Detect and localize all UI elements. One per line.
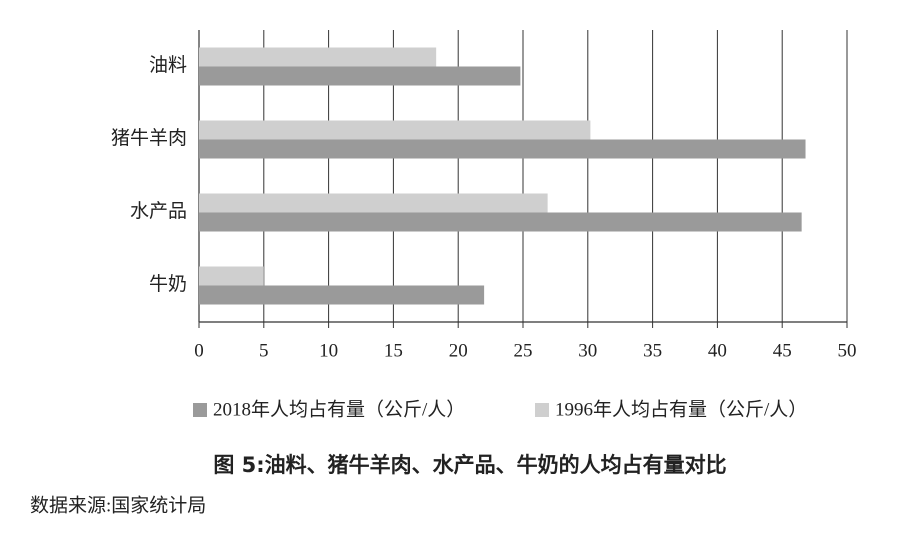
bar	[199, 193, 548, 213]
bar	[199, 66, 521, 86]
bar	[199, 212, 802, 232]
bar	[199, 139, 806, 159]
x-tick-label: 40	[708, 340, 727, 361]
y-tick-label: 油料	[149, 54, 187, 76]
y-tick-label: 水产品	[130, 200, 187, 222]
bar	[199, 120, 591, 140]
x-tick-label: 50	[838, 340, 857, 361]
y-tick-label: 猪牛羊肉	[111, 127, 187, 149]
chart-source: 数据来源:国家统计局	[30, 494, 206, 516]
legend-label: 2018年人均占有量（公斤/人）	[213, 398, 465, 420]
chart-title: 图 5:油料、猪牛羊肉、水产品、牛奶的人均占有量对比	[213, 453, 726, 477]
bar	[199, 285, 485, 305]
bar	[199, 266, 264, 286]
x-tick-label: 20	[449, 340, 468, 361]
x-tick-label: 45	[773, 340, 792, 361]
x-tick-label: 35	[643, 340, 662, 361]
x-tick-label: 15	[384, 340, 403, 361]
x-tick-label: 30	[578, 340, 597, 361]
x-tick-label: 10	[319, 340, 338, 361]
y-tick-label: 牛奶	[149, 273, 187, 295]
legend-swatch	[535, 403, 549, 417]
x-tick-label: 25	[514, 340, 533, 361]
legend-label: 1996年人均占有量（公斤/人）	[555, 398, 807, 420]
x-tick-label: 5	[259, 340, 269, 361]
bar	[199, 47, 437, 67]
legend-swatch	[193, 403, 207, 417]
x-tick-label: 0	[194, 340, 204, 361]
